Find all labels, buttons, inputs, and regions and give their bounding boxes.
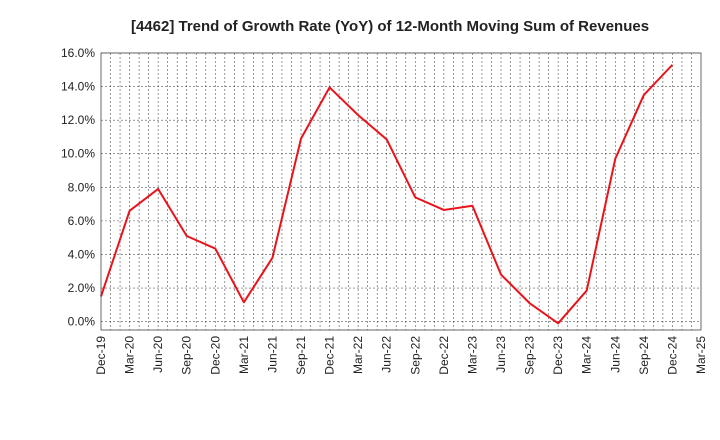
x-tick-label: Dec-21 <box>323 336 337 375</box>
x-tick-label: Dec-22 <box>437 336 451 375</box>
x-tick-label: Jun-24 <box>608 336 622 373</box>
x-tick-label: Dec-24 <box>665 336 679 375</box>
plot-frame <box>100 52 702 331</box>
x-tick-label: Sep-21 <box>294 336 308 375</box>
y-tick-label: 4.0% <box>68 247 96 261</box>
x-tick-label: Sep-22 <box>408 336 422 375</box>
x-tick-label: Sep-20 <box>180 336 194 375</box>
x-tick-label: Dec-19 <box>94 336 108 375</box>
x-tick-label: Sep-23 <box>523 336 537 375</box>
y-tick-label: 0.0% <box>68 315 96 329</box>
y-tick-label: 16.0% <box>61 46 95 60</box>
x-tick-label: Jun-20 <box>151 336 165 373</box>
series-line <box>100 64 674 325</box>
y-tick-label: 12.0% <box>61 113 95 127</box>
x-tick-label: Jun-22 <box>380 336 394 373</box>
x-tick-label: Mar-21 <box>237 336 251 374</box>
grid-lines <box>101 52 701 330</box>
y-tick-label: 2.0% <box>68 281 96 295</box>
series-layer <box>100 64 674 325</box>
x-tick-label: Dec-23 <box>551 336 565 375</box>
x-tick-label: Mar-25 <box>694 336 708 374</box>
x-tick-label: Sep-24 <box>637 336 651 375</box>
x-tick-label: Dec-20 <box>208 336 222 375</box>
x-tick-label: Mar-23 <box>465 336 479 374</box>
chart-title: [4462] Trend of Growth Rate (YoY) of 12-… <box>131 18 649 35</box>
x-tick-label: Mar-22 <box>351 336 365 374</box>
y-tick-label: 8.0% <box>68 180 96 194</box>
x-axis-ticks: Dec-19 Mar-20 Jun-20 Sep-20 Dec-20 Mar-21 Jun-… <box>94 336 708 375</box>
x-tick-label: Mar-24 <box>580 336 594 374</box>
x-tick-label: Jun-23 <box>494 336 508 373</box>
y-axis-ticks: 0.0% 2.0% 4.0% 6.0% 8.0% 10.0% 12.0% 14.0% 16.0% <box>61 46 95 329</box>
x-tick-label: Jun-21 <box>265 336 279 373</box>
x-tick-label: Mar-20 <box>123 336 137 374</box>
y-tick-label: 6.0% <box>68 214 96 228</box>
y-tick-label: 14.0% <box>61 80 95 94</box>
y-tick-label: 10.0% <box>61 147 95 161</box>
